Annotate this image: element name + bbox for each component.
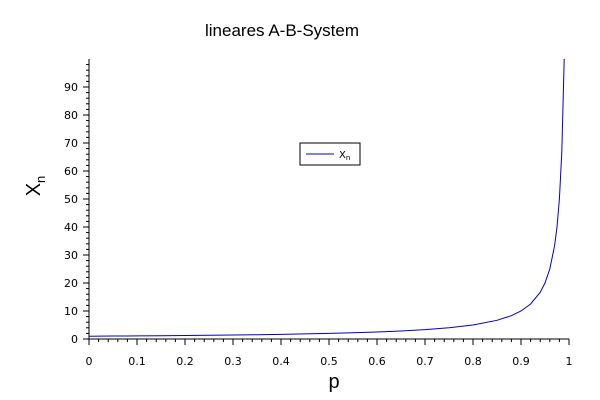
x-axis-ticks: 0 0.1 0.2 0.3 0.4 0.5 0.6 0.7 0.8 0.9 1 (86, 339, 573, 368)
y-tick-label: 0 (71, 333, 78, 346)
x-tick-label: 0.8 (464, 355, 482, 368)
x-tick-label: 0.4 (272, 355, 290, 368)
x-tick-label: 0 (86, 355, 93, 368)
x-tick-label: 1 (566, 355, 573, 368)
x-tick-label: 0.5 (320, 355, 338, 368)
y-axis-ticks: 0 10 20 30 40 50 60 70 80 90 (64, 64, 89, 346)
series-line (88, 58, 565, 337)
y-tick-label: 70 (64, 137, 78, 150)
legend-label-main: X (339, 150, 346, 161)
y-tick-label: 60 (64, 165, 78, 178)
x-tick-label: 0.2 (176, 355, 194, 368)
y-tick-label: 90 (64, 81, 78, 94)
y-tick-label: 40 (64, 221, 78, 234)
y-axis-title-main: X (23, 183, 45, 196)
y-tick-label: 30 (64, 249, 78, 262)
y-tick-label: 20 (64, 277, 78, 290)
legend: Xn (299, 142, 361, 166)
x-tick-label: 0.9 (512, 355, 530, 368)
x-tick-label: 0.1 (128, 355, 146, 368)
y-tick-label: 80 (64, 109, 78, 122)
x-tick-label: 0.7 (416, 355, 434, 368)
x-tick-label: 0.3 (224, 355, 242, 368)
legend-label-subscript: n (346, 154, 350, 162)
y-axis-title: Xn (23, 176, 48, 197)
y-axis-title-subscript: n (33, 176, 48, 183)
x-axis-title: p (328, 371, 339, 393)
x-tick-label: 0.6 (368, 355, 386, 368)
plot-area (88, 58, 569, 340)
y-tick-label: 10 (64, 305, 78, 318)
chart-title: lineares A-B-System (205, 21, 359, 40)
y-tick-label: 50 (64, 193, 78, 206)
legend-label: Xn (339, 150, 350, 162)
